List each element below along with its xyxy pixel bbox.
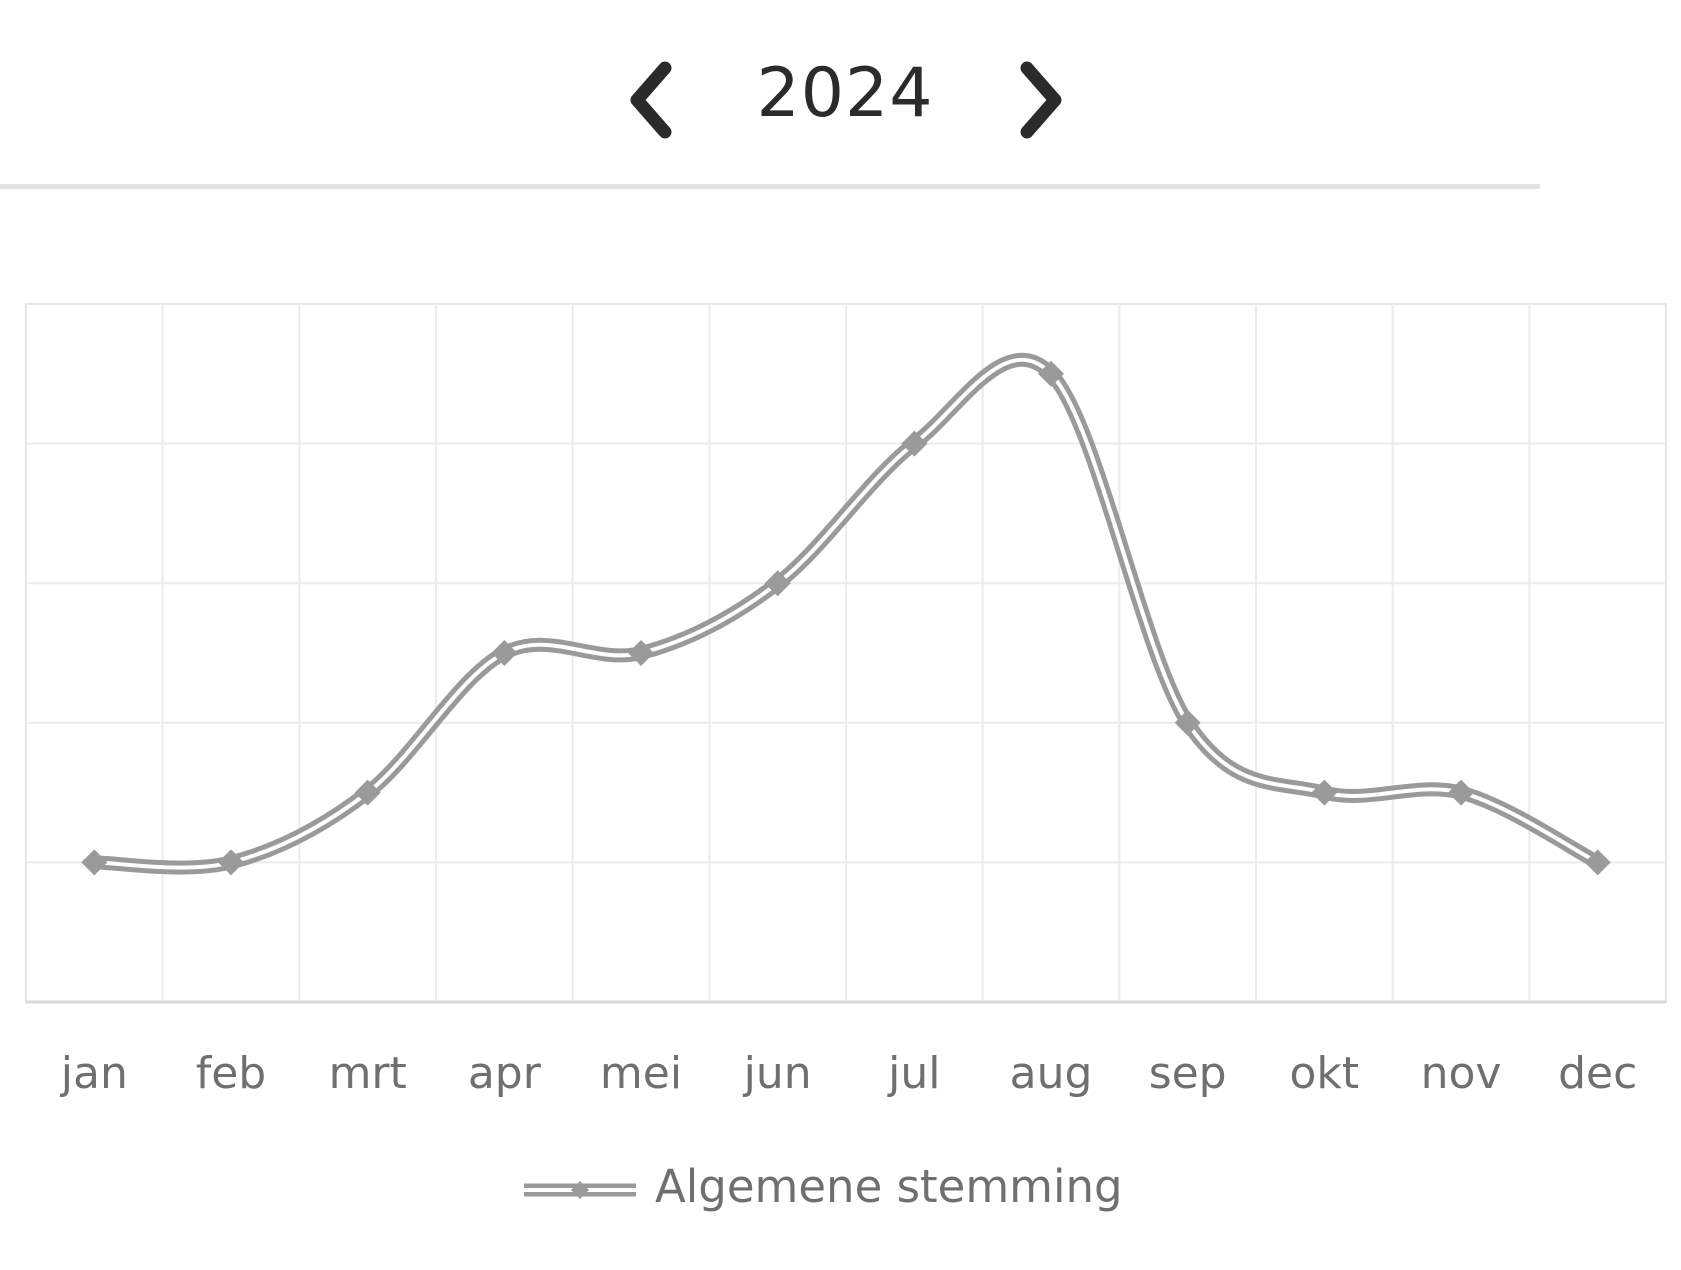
- data-point-dec: [1584, 849, 1611, 876]
- data-point-apr: [491, 640, 518, 666]
- chevron-left-icon: [630, 61, 672, 139]
- legend-label: Algemene stemming: [655, 1160, 1123, 1213]
- x-tick-label-dec: dec: [1558, 1048, 1637, 1099]
- data-point-feb: [218, 849, 244, 876]
- data-point-sep: [1174, 709, 1201, 736]
- x-tick-label-aug: aug: [1010, 1048, 1093, 1099]
- x-tick-label-jul: jul: [887, 1048, 940, 1099]
- data-point-okt: [1311, 779, 1338, 806]
- x-tick-label-jun: jun: [743, 1048, 812, 1099]
- x-tick-label-apr: apr: [468, 1048, 542, 1099]
- year-label: 2024: [756, 54, 934, 133]
- data-point-jul: [901, 430, 928, 457]
- line-chart: jan feb mrt apr mei jun jul aug sep okt nov dec: [25, 303, 1667, 1099]
- x-tick-label-nov: nov: [1421, 1048, 1502, 1099]
- x-tick-label-okt: okt: [1290, 1048, 1360, 1099]
- data-point-aug: [1038, 360, 1064, 387]
- legend-line-icon: [524, 1181, 636, 1199]
- x-tick-label-sep: sep: [1149, 1048, 1227, 1099]
- next-year-button[interactable]: [1005, 58, 1075, 142]
- x-tick-label-jan: jan: [60, 1048, 128, 1099]
- previous-year-button[interactable]: [617, 58, 687, 142]
- year-navigation: 2024: [0, 0, 1681, 190]
- data-point-jan: [81, 849, 108, 876]
- x-tick-label-feb: feb: [196, 1048, 267, 1099]
- data-point-jun: [764, 570, 791, 597]
- chevron-right-icon: [1020, 61, 1062, 139]
- x-tick-label-mei: mei: [600, 1048, 682, 1099]
- x-tick-label-mrt: mrt: [329, 1048, 407, 1099]
- header-divider: [0, 184, 1540, 189]
- data-point-mrt: [354, 779, 381, 806]
- data-point-nov: [1448, 779, 1474, 806]
- data-point-mei: [628, 640, 654, 666]
